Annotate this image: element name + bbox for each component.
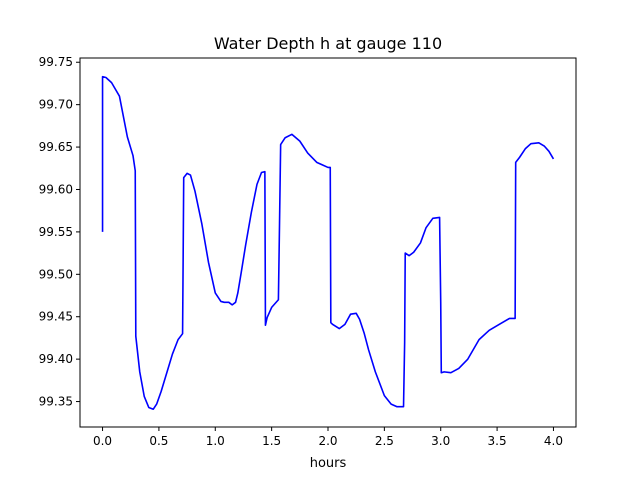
x-tick-label: 4.0 bbox=[544, 434, 563, 448]
x-tick-label: 2.5 bbox=[375, 434, 394, 448]
y-tick-label: 99.65 bbox=[39, 140, 73, 154]
axes-layer: 0.0 0.5 1.0 1.5 2.0 2.5 3.0 3.5 4.0 99.35 99.40 99.… bbox=[39, 55, 563, 448]
y-tick-label: 99.35 bbox=[39, 395, 73, 409]
y-tick-label: 99.50 bbox=[39, 267, 73, 281]
y-tick-label: 99.45 bbox=[39, 310, 73, 324]
series-line-0 bbox=[101, 75, 555, 410]
y-tick-label: 99.55 bbox=[39, 225, 73, 239]
x-tick-label: 3.0 bbox=[431, 434, 450, 448]
x-tick-label: 3.5 bbox=[488, 434, 507, 448]
x-tick-label: 1.5 bbox=[262, 434, 281, 448]
chart-title: Water Depth h at gauge 110 bbox=[214, 34, 442, 53]
x-tick-label: 0.0 bbox=[93, 434, 112, 448]
y-tick-label: 99.60 bbox=[39, 182, 73, 196]
x-tick-label: 1.0 bbox=[206, 434, 225, 448]
y-tick-label: 99.70 bbox=[39, 98, 73, 112]
y-tick-label: 99.40 bbox=[39, 352, 73, 366]
x-tick-label: 2.0 bbox=[318, 434, 337, 448]
x-tick-label: 0.5 bbox=[149, 434, 168, 448]
x-axis-label: hours bbox=[310, 456, 347, 471]
data-layer bbox=[101, 75, 555, 410]
plot-frame bbox=[79, 57, 577, 428]
y-tick-label: 99.75 bbox=[39, 55, 73, 69]
